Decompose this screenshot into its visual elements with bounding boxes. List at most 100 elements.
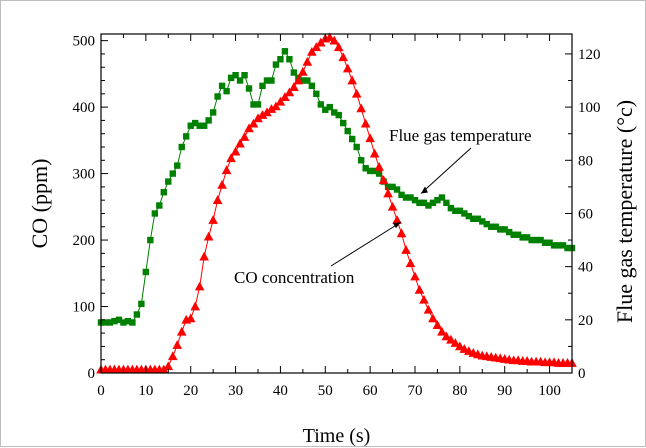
- co-point: [324, 32, 335, 42]
- plot-border: [100, 33, 573, 374]
- x-tick-label: 70: [408, 383, 423, 399]
- temperature-point: [331, 109, 338, 116]
- annotation-arrowhead-co: [393, 222, 401, 229]
- co-point: [387, 201, 398, 211]
- annotation-co: CO concentration: [234, 268, 355, 287]
- temperature-point: [456, 207, 464, 215]
- temperature-point: [277, 56, 284, 63]
- co-point: [437, 326, 447, 336]
- temperature-point: [532, 236, 540, 244]
- co-point: [392, 215, 402, 224]
- co-point: [307, 46, 317, 56]
- temperature-point: [272, 61, 280, 68]
- x-axis-title: Time (s): [303, 425, 371, 447]
- co-point: [360, 118, 371, 128]
- co-point: [235, 138, 245, 148]
- co-point: [423, 304, 434, 314]
- annotation-arrowhead-flue-gas: [421, 186, 428, 194]
- co-point: [347, 75, 357, 85]
- co-point: [329, 35, 340, 45]
- temperature-point: [196, 122, 203, 129]
- x-tick-label: 10: [138, 383, 153, 399]
- co-point: [244, 123, 254, 133]
- co-point: [203, 231, 214, 241]
- co-point: [298, 66, 308, 76]
- annotation-flue-gas: Flue gas temperature: [389, 126, 532, 145]
- co-point: [239, 132, 250, 141]
- temperature-point: [492, 223, 499, 230]
- co-point: [230, 146, 241, 156]
- y-tick-label-left: 500: [73, 34, 96, 50]
- co-point: [275, 96, 286, 106]
- temperature-point: [232, 72, 239, 79]
- temperature-point: [326, 103, 333, 111]
- temperature-point: [120, 319, 127, 326]
- x-tick-label: 0: [97, 383, 105, 399]
- temperature-point: [254, 101, 262, 108]
- y-axis-title-right: Flue gas temperature (°c): [612, 100, 637, 323]
- temperature-point: [483, 220, 490, 228]
- co-point: [217, 179, 227, 189]
- temperature-point: [523, 234, 531, 241]
- temperature-point: [124, 317, 132, 325]
- temperature-point: [133, 311, 141, 318]
- temperature-point: [389, 183, 396, 191]
- co-point: [338, 52, 349, 62]
- temperature-point: [497, 226, 504, 233]
- temperature-point: [160, 189, 167, 196]
- temperature-point: [470, 215, 477, 222]
- temperature-point: [461, 210, 468, 217]
- temperature-point: [268, 77, 275, 84]
- co-point: [446, 334, 456, 344]
- co-point: [257, 110, 268, 119]
- temperature-point: [227, 74, 235, 82]
- temperature-point: [290, 69, 298, 76]
- x-tick-label: 100: [538, 383, 561, 399]
- co-point: [293, 75, 304, 85]
- co-point: [428, 313, 438, 323]
- co-point: [266, 104, 277, 113]
- temperature-point: [304, 77, 311, 84]
- temperature-point: [429, 199, 437, 207]
- temperature-point: [398, 191, 405, 199]
- co-point: [262, 107, 272, 117]
- co-point: [163, 361, 174, 371]
- temperature-point: [308, 82, 316, 90]
- co-point: [450, 338, 461, 347]
- temperature-point: [506, 228, 513, 236]
- temperature-point: [474, 215, 481, 222]
- temperature-point: [407, 194, 414, 201]
- temperature-point: [259, 82, 266, 90]
- temperature-point: [344, 127, 351, 135]
- temperature-point: [281, 48, 289, 55]
- temperature-point: [340, 119, 347, 127]
- temperature-point: [151, 210, 159, 217]
- co-point: [167, 351, 178, 361]
- temperature-point: [299, 77, 307, 84]
- temperature-point: [174, 162, 181, 169]
- co-point: [374, 161, 384, 171]
- temperature-point: [250, 101, 257, 108]
- temperature-point: [200, 122, 208, 129]
- temperature-point: [187, 122, 194, 129]
- co-point: [414, 284, 425, 294]
- temperature-point: [142, 268, 150, 276]
- temperature-point: [129, 319, 136, 326]
- y-tick-label-right: 100: [578, 100, 601, 116]
- temperature-point: [541, 239, 549, 246]
- co-point: [342, 63, 353, 73]
- co-point: [401, 245, 411, 254]
- y-axis-title-left: CO (ppm): [27, 159, 52, 249]
- temperature-point: [218, 82, 226, 90]
- temperature-point: [420, 199, 428, 207]
- co-point: [194, 281, 205, 291]
- temperature-point: [106, 319, 114, 326]
- x-tick-label: 90: [497, 383, 512, 399]
- temperature-point: [452, 207, 459, 215]
- co-point: [226, 153, 236, 163]
- temperature-point: [479, 218, 486, 225]
- co-point: [208, 215, 218, 224]
- temperature-point: [165, 178, 172, 185]
- co-point: [253, 113, 263, 123]
